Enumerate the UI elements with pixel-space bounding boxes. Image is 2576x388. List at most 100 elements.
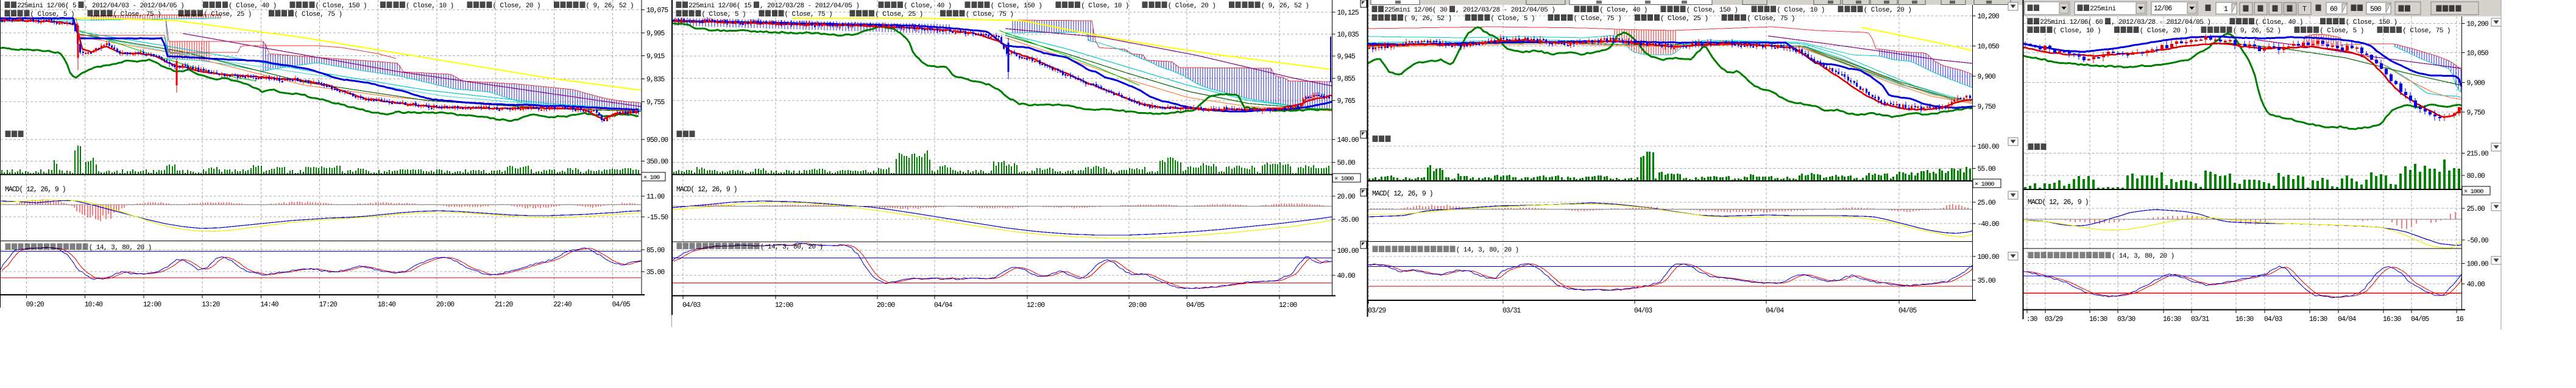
svg-text:225mini 12/06( 60: 225mini 12/06( 60 [2040,19,2103,26]
svg-text:( 9, 26, 52 ): ( 9, 26, 52 ) [2233,27,2281,35]
svg-text:( Close, 10 ): ( Close, 10 ) [1081,2,1129,10]
svg-text:9,765: 9,765 [1337,97,1356,105]
svg-text:, 2012/04/03 - 2012/04/05 ): , 2012/04/03 - 2012/04/05 ) [85,2,184,10]
svg-text:225mini 12/06( 30: 225mini 12/06( 30 [1384,7,1447,14]
svg-text:17:20: 17:20 [319,301,338,309]
svg-text:12:00: 12:00 [775,302,793,309]
svg-text:16:30: 16:30 [2089,316,2107,323]
svg-text:03/29: 03/29 [1368,307,1386,315]
svg-text:9,750: 9,750 [1978,104,1996,111]
svg-text:, 2012/03/28 - 2012/04/05 ): , 2012/03/28 - 2012/04/05 ) [2111,19,2210,26]
svg-text:16: 16 [2456,316,2464,323]
svg-text:100.00: 100.00 [1978,253,2000,261]
svg-text:20:00: 20:00 [877,302,895,309]
svg-text:9,900: 9,900 [1978,73,1996,81]
svg-text:( Close, 25 ): ( Close, 25 ) [203,11,252,18]
svg-text:( Close, 75 ): ( Close, 75 ) [113,11,161,18]
svg-text:20:00: 20:00 [436,301,455,309]
svg-text:9,945: 9,945 [1337,53,1356,61]
svg-text:9,915: 9,915 [646,53,665,61]
svg-text:100.00: 100.00 [2467,261,2489,269]
svg-text:( 9, 26, 52 ): ( 9, 26, 52 ) [586,2,634,10]
svg-text:225mini 12/06( 5: 225mini 12/06( 5 [17,2,76,10]
svg-text:04/04: 04/04 [1766,307,1784,315]
svg-text:( Close, 20 ): ( Close, 20 ) [1168,2,1216,10]
svg-text:04/03: 04/03 [1634,307,1652,315]
svg-text:MACD( 12, 26, 9 ): MACD( 12, 26, 9 ) [676,186,737,194]
svg-text:( Close, 20 ): ( Close, 20 ) [2140,27,2188,35]
svg-text:12/06: 12/06 [2154,5,2172,13]
svg-text:350.00: 350.00 [646,158,668,166]
svg-text:10,200: 10,200 [2467,21,2489,29]
svg-text:18:40: 18:40 [378,301,396,309]
svg-text:( Close, 75 ): ( Close, 75 ) [1747,15,1795,23]
svg-text:( Close, 10 ): ( Close, 10 ) [406,2,454,10]
svg-text:( 14, 3, 80, 20 ): ( 14, 3, 80, 20 ) [89,244,152,252]
svg-text:03/29: 03/29 [2045,316,2063,323]
svg-text:12:00: 12:00 [1027,302,1045,309]
svg-text:16:30: 16:30 [2235,316,2254,323]
svg-text:( Close, 75 ): ( Close, 75 ) [966,11,1014,18]
svg-text:( Close, 25 ): ( Close, 25 ) [1660,15,1708,23]
svg-text:10:40: 10:40 [85,301,103,309]
svg-text:MACD( 12, 26, 9 ): MACD( 12, 26, 9 ) [1372,190,1432,198]
svg-text:40.00: 40.00 [2467,281,2485,289]
svg-text:9,755: 9,755 [646,99,665,107]
svg-text:( Close, 150 ): ( Close, 150 ) [315,2,367,10]
svg-text:16:30: 16:30 [2309,316,2327,323]
svg-text:× 100: × 100 [643,174,660,182]
svg-text:( 14, 3, 80, 20 ): ( 14, 3, 80, 20 ) [2112,253,2174,260]
svg-text:1: 1 [2224,5,2228,13]
svg-text:( Close, 75 ): ( Close, 75 ) [1574,15,1622,23]
svg-text:-15.50: -15.50 [646,214,668,222]
svg-text:16:30: 16:30 [2163,316,2181,323]
svg-text:, 2012/03/28 - 2012/04/05 ): , 2012/03/28 - 2012/04/05 ) [1456,7,1555,14]
svg-text:160.00: 160.00 [1978,143,2000,151]
svg-text:215.00: 215.00 [2467,150,2489,158]
svg-text:03/31: 03/31 [2191,316,2209,323]
svg-text:( Close, 40 ): ( Close, 40 ) [2255,19,2303,26]
svg-text:04/03: 04/03 [2264,316,2282,323]
svg-text:03/31: 03/31 [1502,307,1521,315]
svg-text:10,200: 10,200 [1978,13,2000,21]
svg-text:04/04: 04/04 [2338,316,2356,323]
svg-text:9,900: 9,900 [2467,80,2485,88]
svg-text:225mini: 225mini [2090,5,2116,13]
svg-text:( Close, 40 ): ( Close, 40 ) [904,2,952,10]
svg-text:03/30: 03/30 [2117,316,2135,323]
svg-text:( 9, 26, 52 ): ( 9, 26, 52 ) [1261,2,1309,10]
svg-text:( Close, 5 ): ( Close, 5 ) [2319,27,2364,35]
svg-text:× 1000: × 1000 [1975,181,1994,188]
svg-text:35.00: 35.00 [1978,277,1996,285]
svg-text:( Close, 40 ): ( Close, 40 ) [1599,7,1647,14]
svg-text:21:20: 21:20 [495,301,513,309]
svg-text:04/05: 04/05 [1186,302,1205,309]
svg-text:04/04: 04/04 [934,302,952,309]
svg-text:55.00: 55.00 [1978,166,1996,174]
svg-text:( Close, 150 ): ( Close, 150 ) [991,2,1042,10]
svg-text:35.00: 35.00 [646,269,665,277]
svg-text:MACD( 12, 26, 9 ): MACD( 12, 26, 9 ) [5,186,65,194]
svg-text:10,075: 10,075 [646,7,668,15]
svg-text:9,995: 9,995 [646,30,665,38]
svg-text:12:00: 12:00 [143,301,161,309]
svg-text:( Close, 5 ): ( Close, 5 ) [701,11,746,18]
svg-text:( Close, 150 ): ( Close, 150 ) [1686,7,1738,14]
svg-text:( Close, 10 ): ( Close, 10 ) [2053,27,2101,35]
svg-text:04/05: 04/05 [2411,316,2429,323]
svg-text:500: 500 [2370,5,2382,13]
svg-text:20:00: 20:00 [1128,302,1147,309]
svg-text:( 9, 26, 52 ): ( 9, 26, 52 ) [1404,15,1452,23]
svg-text:14:40: 14:40 [260,301,278,309]
svg-text:( Close, 10 ): ( Close, 10 ) [1777,7,1825,14]
svg-text:16:30: 16:30 [2383,316,2401,323]
svg-text:20.00: 20.00 [1337,193,1356,201]
svg-text:( Close, 75 ): ( Close, 75 ) [294,11,342,18]
svg-text:140.00: 140.00 [1337,136,1359,144]
svg-text:( Close, 20 ): ( Close, 20 ) [492,2,540,10]
svg-text:( Close, 25 ): ( Close, 25 ) [875,11,923,18]
svg-text:( 14, 3, 80, 20 ): ( 14, 3, 80, 20 ) [760,244,823,251]
svg-text:40.00: 40.00 [1337,272,1356,280]
svg-text:225mini 12/06( 15: 225mini 12/06( 15 [688,2,751,10]
svg-text:25.00: 25.00 [1978,199,1996,207]
